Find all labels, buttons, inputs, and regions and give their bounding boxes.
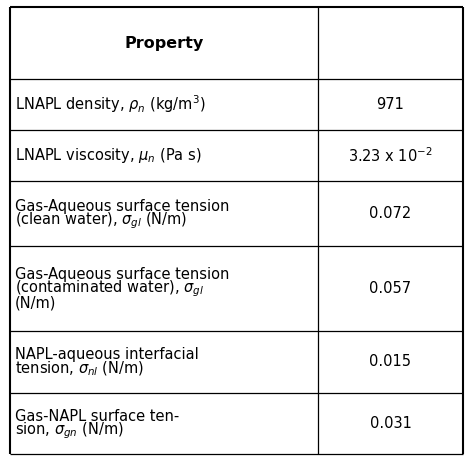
Text: sion, $\sigma_{gn}$ (N/m): sion, $\sigma_{gn}$ (N/m) [15,420,124,441]
Text: (N/m): (N/m) [15,296,56,311]
Text: 0.031: 0.031 [370,416,411,431]
Text: Gas-Aqueous surface tension: Gas-Aqueous surface tension [15,199,229,214]
Text: 3.23 x 10$^{-2}$: 3.23 x 10$^{-2}$ [348,146,433,164]
Text: 0.057: 0.057 [369,281,411,296]
Text: tension, $\sigma_{nl}$ (N/m): tension, $\sigma_{nl}$ (N/m) [15,360,144,378]
Text: Property: Property [124,36,204,50]
Text: (contaminated water), $\sigma_{gl}$: (contaminated water), $\sigma_{gl}$ [15,279,204,299]
Text: 0.015: 0.015 [370,354,411,369]
Text: 0.072: 0.072 [369,206,411,221]
Text: LNAPL viscosity, $\mu_n$ (Pa s): LNAPL viscosity, $\mu_n$ (Pa s) [15,146,201,165]
Text: LNAPL density, $\rho_n$ (kg/m$^3$): LNAPL density, $\rho_n$ (kg/m$^3$) [15,94,206,116]
Text: Gas-NAPL surface ten-: Gas-NAPL surface ten- [15,408,179,424]
Text: Gas-Aqueous surface tension: Gas-Aqueous surface tension [15,267,229,282]
Text: NAPL-aqueous interfacial: NAPL-aqueous interfacial [15,347,199,362]
Text: (clean water), $\sigma_{gl}$ (N/m): (clean water), $\sigma_{gl}$ (N/m) [15,211,187,231]
Text: 971: 971 [376,97,404,112]
